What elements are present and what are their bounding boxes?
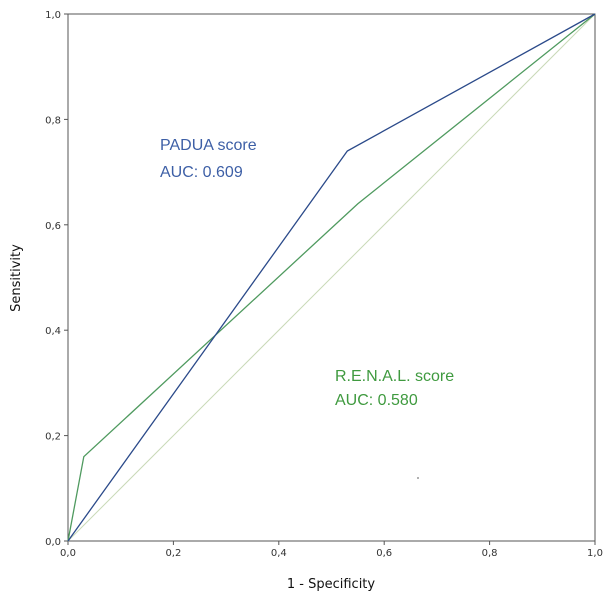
padua-annotation-auc: AUC: 0.609 xyxy=(160,164,243,181)
renal-annotation-auc: AUC: 0.580 xyxy=(335,392,418,409)
reference-diagonal-line xyxy=(67,13,596,542)
y-tick-label: 1,0 xyxy=(45,10,61,21)
x-axis-label: 1 - Specificity xyxy=(287,577,376,592)
roc-series xyxy=(67,13,596,542)
y-tick-label: 0,0 xyxy=(45,537,61,548)
y-tick-label: 0,6 xyxy=(45,221,61,232)
y-tick-label: 0,4 xyxy=(45,326,61,337)
x-tick-label: 1,0 xyxy=(587,548,603,559)
y-tick-label: 0,8 xyxy=(45,115,61,126)
y-tick-label: 0,2 xyxy=(45,432,61,443)
padua-annotation-name: PADUA score xyxy=(160,137,257,154)
x-axis-ticks: 0,0 0,2 0,4 0,6 0,8 1,0 xyxy=(60,541,603,559)
x-tick-label: 0,4 xyxy=(271,548,287,559)
renal-annotation-name: R.E.N.A.L. score xyxy=(335,368,454,385)
padua-annotation: PADUA score AUC: 0.609 xyxy=(160,137,257,181)
x-tick-label: 0,0 xyxy=(60,548,76,559)
y-axis-label: Sensitivity xyxy=(9,244,24,312)
renal-annotation: R.E.N.A.L. score AUC: 0.580 xyxy=(335,368,454,409)
r-e-n-a-l-score-line xyxy=(67,13,596,542)
y-axis-ticks: 0,0 0,2 0,4 0,6 0,8 1,0 xyxy=(45,10,68,548)
x-tick-label: 0,8 xyxy=(482,548,498,559)
x-tick-label: 0,2 xyxy=(165,548,181,559)
x-tick-label: 0,6 xyxy=(376,548,392,559)
stray-dot xyxy=(417,477,419,479)
padua-score-line xyxy=(67,13,596,542)
